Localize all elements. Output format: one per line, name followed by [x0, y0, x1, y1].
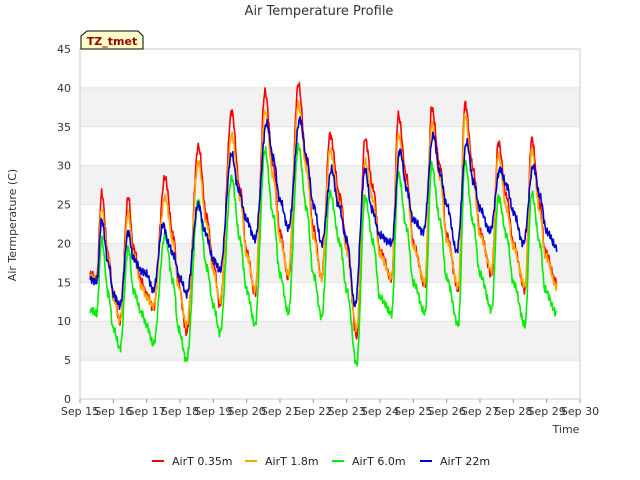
- series-line: [89, 116, 558, 310]
- legend-label: AirT 22m: [440, 455, 490, 468]
- x-tick-label: Sep 21: [261, 405, 299, 418]
- legend-label: AirT 1.8m: [265, 455, 319, 468]
- plot-frame: [79, 48, 581, 400]
- y-tick-label: 15: [57, 276, 71, 289]
- grid-band: [80, 321, 580, 361]
- x-tick-label: Sep 15: [61, 405, 99, 418]
- y-tick-label: 30: [57, 160, 71, 173]
- x-tick-label: Sep 16: [94, 405, 132, 418]
- y-tick-label: 10: [57, 315, 71, 328]
- y-tick-label: 20: [57, 237, 71, 250]
- legend: AirT 0.35m AirT 1.8m AirT 6.0m AirT 22m: [152, 455, 490, 468]
- grid-bands: [80, 87, 580, 361]
- y-axis-title: Air Termperature (C): [6, 169, 19, 281]
- y-tick-label: 45: [57, 43, 71, 56]
- x-tick-label: Sep 28: [494, 405, 532, 418]
- series-line: [89, 99, 558, 333]
- grid-band: [80, 87, 580, 127]
- y-tick-label: 35: [57, 121, 71, 134]
- series-lines: [89, 82, 558, 367]
- x-axis-title: Time: [552, 423, 580, 436]
- x-tick-label: Sep 25: [394, 405, 432, 418]
- y-tick-label: 25: [57, 199, 71, 212]
- x-tick-label: Sep 20: [228, 405, 266, 418]
- grid-band: [80, 243, 580, 283]
- y-axis-ticks: 0 5 10 15 20 25 30 35 40 45: [57, 43, 71, 406]
- station-tag-box: [80, 30, 144, 50]
- station-tag: TZ_tmet: [80, 30, 144, 50]
- y-tick-label: 5: [64, 354, 71, 367]
- legend-label: AirT 0.35m: [172, 455, 233, 468]
- series-line: [89, 142, 558, 367]
- x-tick-label: Sep 18: [161, 405, 199, 418]
- legend-label: AirT 6.0m: [352, 455, 406, 468]
- y-tick-label: 0: [64, 393, 71, 406]
- x-tick-label: Sep 17: [128, 405, 166, 418]
- chart-title: Air Temperature Profile: [245, 4, 394, 19]
- x-tick-label: Sep 24: [361, 405, 399, 418]
- x-tick-label: Sep 27: [461, 405, 499, 418]
- y-tick-label: 40: [57, 82, 71, 95]
- x-tick-label: Sep 29: [528, 405, 566, 418]
- x-tick-label: Sep 19: [194, 405, 232, 418]
- x-tick-label: Sep 23: [328, 405, 366, 418]
- x-tick-label: Sep 30: [561, 405, 599, 418]
- x-tick-label: Sep 26: [428, 405, 466, 418]
- station-tag-label: TZ_tmet: [87, 35, 137, 48]
- x-tick-label: Sep 22: [294, 405, 332, 418]
